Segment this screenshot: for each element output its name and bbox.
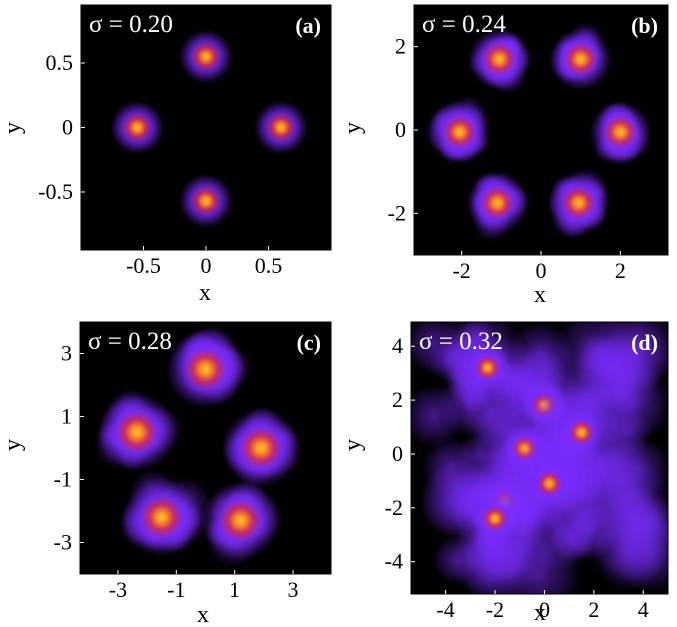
- y-tick-label: 2: [395, 34, 406, 59]
- density-peak: [466, 171, 531, 242]
- x-tick-label: 0: [539, 597, 550, 622]
- x-tick-label: -3: [109, 577, 127, 602]
- density-core: [179, 29, 233, 84]
- plot-frame: [79, 321, 332, 575]
- density-peak: [179, 29, 233, 84]
- x-tick-label: -1: [167, 577, 185, 602]
- x-tick-label: 2: [588, 597, 599, 622]
- density-peak: [468, 28, 533, 95]
- panel-label: (a): [295, 13, 321, 38]
- x-tick-label: -0.5: [126, 253, 161, 278]
- sigma-annotation: σ = 0.20: [89, 11, 173, 38]
- y-tick-label: 0: [395, 117, 406, 142]
- plot-frame: [410, 321, 669, 595]
- density-peak: [118, 469, 212, 557]
- panel-b: -2 0 2 -2 0 2 x y σ = 0.24 (b): [340, 4, 669, 308]
- panel-c: -3 -1 1 3 -3 -1 1 3 x y σ = 0.28 (c): [0, 321, 332, 627]
- density-field: [411, 322, 668, 594]
- y-tick-label: 0: [392, 441, 403, 466]
- density-peak: [110, 100, 165, 155]
- density-core: [471, 495, 519, 542]
- y-axis-label: y: [340, 439, 366, 451]
- density-field: [110, 29, 308, 228]
- x-tick-label: 3: [288, 577, 299, 602]
- x-axis-label: x: [197, 602, 209, 627]
- y-tick-label: 0: [62, 115, 73, 140]
- y-axis-label: y: [0, 122, 26, 134]
- density-peak: [589, 101, 652, 167]
- x-tick-label: 2: [615, 258, 626, 283]
- density-core: [558, 409, 605, 456]
- density-core: [221, 408, 301, 488]
- x-tick-label: 0: [536, 258, 547, 283]
- density-haze: [605, 436, 668, 502]
- density-field: [424, 22, 652, 242]
- x-tick-label: 0: [201, 253, 212, 278]
- y-tick-label: 3: [61, 341, 72, 366]
- density-core: [97, 393, 177, 472]
- y-axis-label: y: [340, 122, 366, 134]
- y-tick-label: -1: [54, 467, 72, 492]
- x-tick-label: -2: [452, 258, 470, 283]
- density-peak: [254, 100, 308, 155]
- y-tick-label: -4: [385, 549, 403, 574]
- x-tick-label: 4: [638, 597, 649, 622]
- density-peak: [530, 365, 623, 473]
- density-peak: [179, 174, 233, 228]
- panel-label: (c): [297, 330, 321, 355]
- density-core: [428, 101, 491, 164]
- density-core: [466, 171, 529, 234]
- density-core: [110, 100, 165, 155]
- x-tick-label: -4: [436, 597, 454, 622]
- panel-a: -0.5 0 0.5 -0.5 0 0.5 x y σ = 0.20 (a): [0, 4, 332, 306]
- y-tick-label: 1: [61, 404, 72, 429]
- panel-label: (d): [631, 330, 658, 355]
- panel-d: -4 -2 0 2 4 -4 -2 0 2 4 x y σ = 0.32 (d): [340, 321, 669, 626]
- density-core: [179, 174, 233, 228]
- sigma-annotation: σ = 0.32: [419, 328, 503, 355]
- density-core: [468, 28, 531, 91]
- sigma-annotation: σ = 0.24: [422, 11, 506, 38]
- density-core: [166, 330, 245, 409]
- density-core: [549, 28, 612, 91]
- density-peak: [424, 95, 491, 164]
- y-tick-label: -0.5: [38, 179, 73, 204]
- density-field: [94, 325, 302, 568]
- density-peak: [547, 168, 611, 240]
- y-tick-label: -2: [385, 495, 403, 520]
- y-tick-label: 4: [392, 333, 403, 358]
- density-core: [254, 100, 308, 155]
- x-tick-label: 1: [229, 577, 240, 602]
- y-tick-label: 2: [392, 387, 403, 412]
- density-peak: [201, 479, 283, 568]
- x-axis-label: x: [534, 600, 546, 626]
- y-axis-label: y: [0, 439, 26, 451]
- x-tick-label: 0.5: [255, 253, 283, 278]
- density-peak: [451, 471, 558, 587]
- density-peak: [549, 22, 612, 91]
- x-axis-label: x: [199, 280, 211, 306]
- density-peak: [166, 325, 252, 409]
- density-peak: [94, 388, 183, 472]
- density-core: [201, 481, 280, 560]
- density-peak: [221, 405, 302, 488]
- panel-label: (b): [631, 13, 658, 38]
- x-axis-label: x: [534, 282, 546, 308]
- y-tick-label: -3: [54, 530, 72, 555]
- density-core: [122, 478, 201, 557]
- x-tick-label: -2: [486, 597, 504, 622]
- y-tick-label: -2: [388, 200, 406, 225]
- sigma-annotation: σ = 0.28: [88, 328, 172, 355]
- y-tick-label: 0.5: [46, 50, 74, 75]
- density-core: [589, 101, 652, 164]
- density-core: [547, 171, 610, 234]
